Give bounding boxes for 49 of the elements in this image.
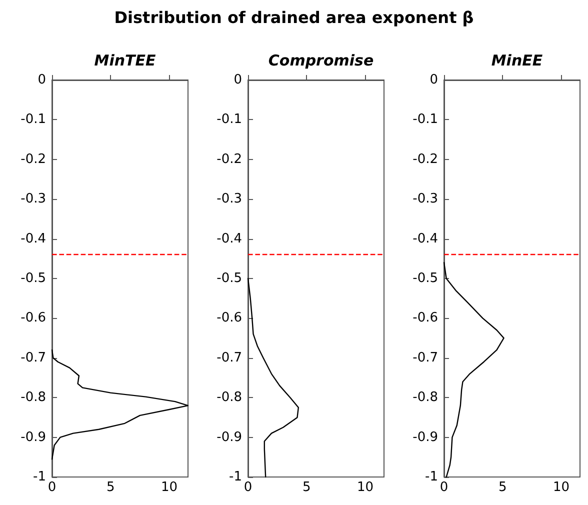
y-tick-label: -1: [33, 470, 46, 484]
x-tick-label: 0: [48, 480, 56, 495]
y-tick-label: -0.8: [216, 390, 242, 406]
y-tick-label: -0.3: [412, 192, 438, 207]
y-tick-label: -0.4: [20, 231, 46, 246]
x-tick-label: 10: [552, 480, 570, 495]
y-tick-label: 0: [38, 72, 46, 88]
chart-title: MinEE: [491, 52, 544, 70]
x-tick-label: 5: [498, 480, 507, 495]
y-tick-label: -0.8: [20, 390, 46, 406]
chart-title: Compromise: [268, 52, 374, 70]
text: Distribution of drained area exponent β: [113, 8, 475, 27]
y-tick-label: 0: [430, 72, 438, 88]
y-tick-label: -0.8: [412, 390, 438, 406]
y-tick-label: -0.6: [20, 310, 46, 326]
y-tick-label: -0.5: [216, 271, 242, 286]
y-tick-label: -0.3: [20, 192, 46, 207]
x-tick-label: 5: [106, 480, 115, 495]
y-tick-label: -0.4: [216, 231, 242, 246]
y-tick-label: -0.6: [412, 310, 438, 326]
x-tick-label: 10: [356, 480, 374, 495]
y-tick-label: -0.6: [216, 310, 242, 326]
y-tick-label: -0.1: [216, 112, 242, 128]
y-tick-label: -0.1: [20, 112, 46, 128]
line-series: [247, 278, 300, 478]
y-tick-label: -0.7: [412, 350, 438, 366]
line-series: [51, 349, 189, 460]
y-tick-label: -1: [229, 470, 242, 484]
y-tick-label: -1: [425, 470, 438, 484]
x-tick-label: 0: [244, 480, 252, 495]
line-series: [443, 262, 504, 478]
y-tick-label: -0.1: [412, 112, 438, 128]
y-tick-label: -0.3: [216, 192, 242, 207]
y-tick-label: -0.7: [216, 350, 242, 366]
y-tick-label: -0.9: [20, 430, 46, 445]
x-tick-label: 5: [302, 480, 311, 495]
y-tick-label: -0.7: [20, 350, 46, 366]
x-tick-label: 0: [440, 480, 448, 495]
y-tick-label: -0.4: [412, 231, 438, 246]
y-tick-label: 0: [234, 72, 242, 88]
y-tick-label: -0.9: [216, 430, 242, 445]
chart-title: MinTEE: [94, 52, 156, 70]
y-tick-label: -0.5: [412, 271, 438, 286]
y-tick-label: -0.5: [20, 271, 46, 286]
y-tick-label: -0.2: [216, 152, 242, 167]
y-tick-label: -0.9: [412, 430, 438, 445]
y-tick-label: -0.2: [20, 152, 46, 167]
x-tick-label: 10: [160, 480, 178, 495]
y-tick-label: -0.2: [412, 152, 438, 167]
